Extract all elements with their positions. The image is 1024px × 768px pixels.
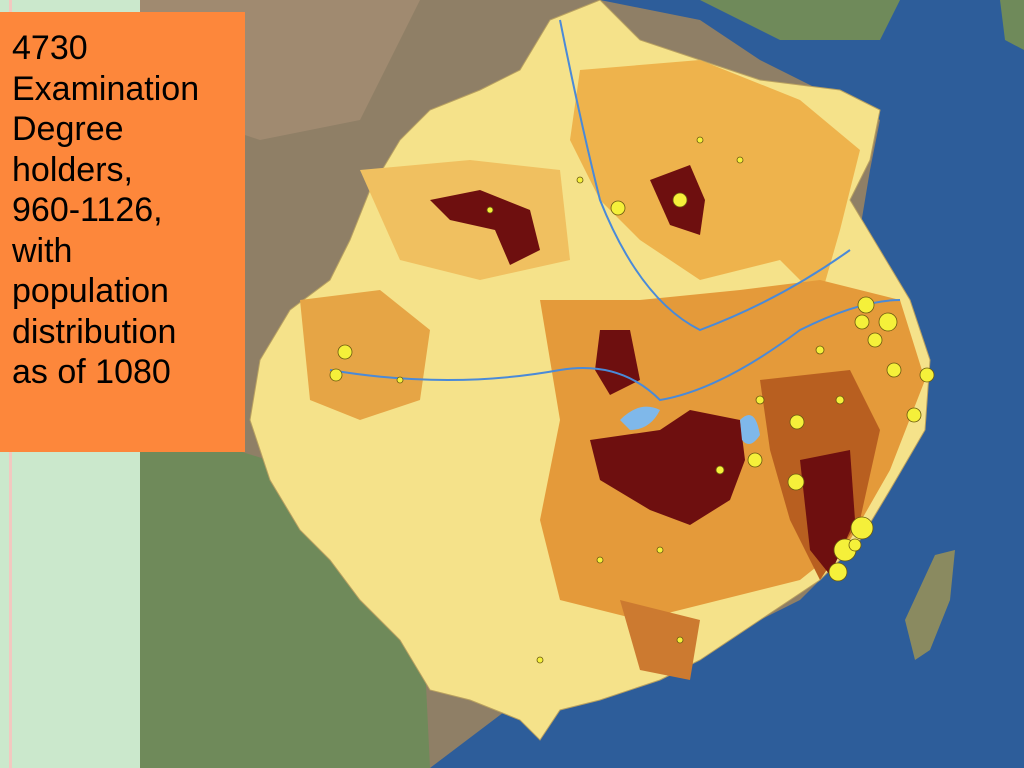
marker: [656, 546, 664, 554]
marker: [815, 345, 825, 355]
caption-line: Examination: [12, 69, 200, 108]
lowland-terrain: [140, 420, 430, 768]
marker: [337, 344, 353, 360]
caption-line: holders,: [12, 150, 133, 189]
caption-box: 4730 Examination Degree holders, 960-1126, wi…: [0, 12, 245, 452]
river: [329, 299, 901, 402]
marker: [789, 414, 805, 430]
dark-region: [430, 190, 540, 265]
dark-region: [590, 410, 745, 525]
marker: [676, 636, 684, 644]
marker: [610, 200, 626, 216]
marker: [715, 465, 725, 475]
marker: [848, 538, 862, 552]
marker: [486, 206, 494, 214]
marker: [828, 562, 848, 582]
marker: [835, 395, 845, 405]
caption-line: distribution: [12, 312, 177, 351]
marker: [854, 314, 870, 330]
river: [559, 19, 851, 332]
marker: [867, 332, 883, 348]
caption-line: with: [12, 231, 73, 270]
orange-region: [620, 600, 700, 680]
ocean: [430, 0, 1024, 768]
caption-line: 960-1126,: [12, 191, 163, 229]
marker: [576, 176, 584, 184]
marker: [672, 192, 688, 208]
caption-line: Degree: [12, 110, 124, 148]
map: [140, 0, 1024, 768]
marker: [906, 407, 922, 423]
lake: [620, 406, 660, 430]
marker: [787, 473, 805, 491]
marker: [596, 556, 604, 564]
marker: [919, 367, 935, 383]
marker: [329, 368, 343, 382]
caption-line: population: [12, 272, 169, 310]
coast-land: [700, 0, 900, 40]
orange-region: [300, 290, 430, 420]
marker: [878, 312, 898, 332]
marker: [736, 156, 744, 164]
coast-land: [1000, 0, 1024, 50]
marker: [396, 376, 404, 384]
marker: [747, 452, 763, 468]
examinee-markers: [329, 136, 935, 664]
caption-line: 4730: [12, 29, 88, 67]
marker: [886, 362, 902, 378]
orange-region: [570, 60, 860, 300]
marker: [755, 395, 765, 405]
taiwan: [905, 550, 955, 660]
marker: [696, 136, 704, 144]
caption-line: as of 1080: [12, 353, 171, 391]
marker: [850, 516, 874, 540]
lake: [740, 415, 760, 444]
marker: [536, 656, 544, 664]
marker: [857, 296, 875, 314]
